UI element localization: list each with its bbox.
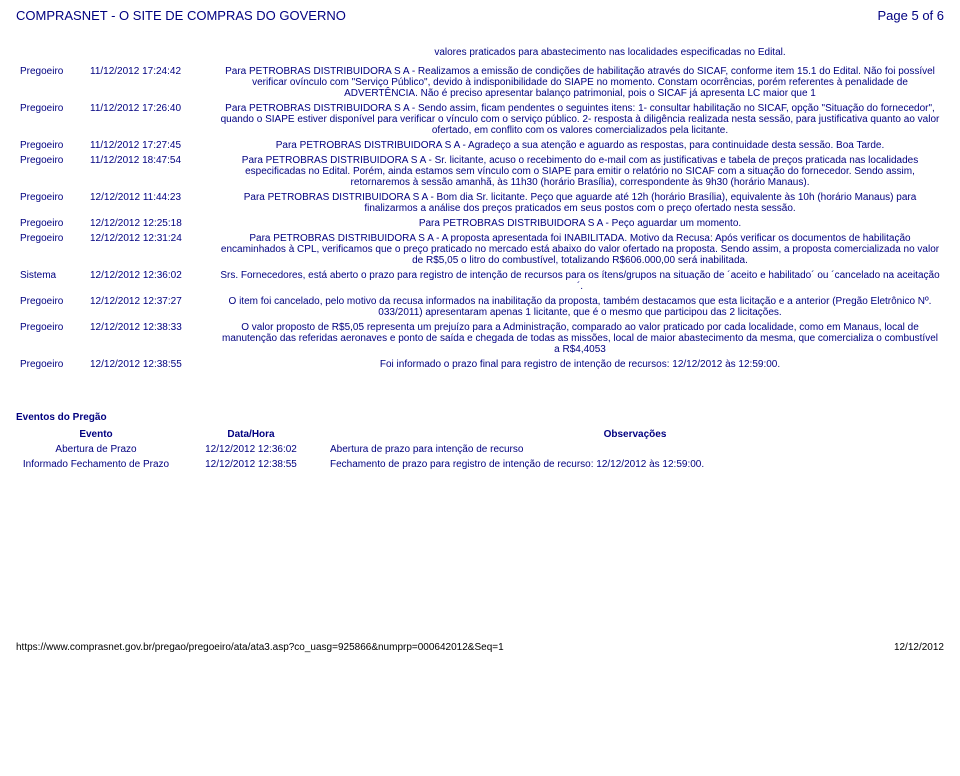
page-footer: https://www.comprasnet.gov.br/pregao/pre… bbox=[16, 642, 944, 653]
event-obs: Fechamento de prazo para registro de int… bbox=[326, 457, 944, 472]
continuation-caption: valores praticados para abastecimento na… bbox=[16, 47, 944, 58]
message-row: Pregoeiro12/12/2012 12:25:18Para PETROBR… bbox=[16, 216, 944, 231]
message-source: Pregoeiro bbox=[16, 294, 86, 320]
message-source: Pregoeiro bbox=[16, 153, 86, 190]
message-text: O valor proposto de R$5,05 representa um… bbox=[216, 320, 944, 357]
page-indicator: Page 5 of 6 bbox=[878, 8, 945, 23]
footer-date: 12/12/2012 bbox=[894, 642, 944, 653]
event-datetime: 12/12/2012 12:38:55 bbox=[176, 457, 326, 472]
message-text: O item foi cancelado, pelo motivo da rec… bbox=[216, 294, 944, 320]
message-text: Para PETROBRAS DISTRIBUIDORA S A - Reali… bbox=[216, 64, 944, 101]
message-row: Pregoeiro11/12/2012 17:26:40Para PETROBR… bbox=[16, 101, 944, 138]
events-title: Eventos do Pregão bbox=[16, 412, 944, 423]
message-row: Pregoeiro12/12/2012 12:38:55Foi informad… bbox=[16, 357, 944, 372]
message-text: Para PETROBRAS DISTRIBUIDORA S A - Bom d… bbox=[216, 190, 944, 216]
message-text: Srs. Fornecedores, está aberto o prazo p… bbox=[216, 268, 944, 294]
message-source: Pregoeiro bbox=[16, 231, 86, 268]
message-source: Pregoeiro bbox=[16, 216, 86, 231]
message-text: Para PETROBRAS DISTRIBUIDORA S A - Sr. l… bbox=[216, 153, 944, 190]
message-row: Pregoeiro12/12/2012 12:31:24Para PETROBR… bbox=[16, 231, 944, 268]
message-row: Pregoeiro12/12/2012 11:44:23Para PETROBR… bbox=[16, 190, 944, 216]
message-time: 12/12/2012 12:37:27 bbox=[86, 294, 216, 320]
message-row: Pregoeiro11/12/2012 18:47:54Para PETROBR… bbox=[16, 153, 944, 190]
message-text: Para PETROBRAS DISTRIBUIDORA S A - Sendo… bbox=[216, 101, 944, 138]
message-source: Pregoeiro bbox=[16, 64, 86, 101]
message-text: Para PETROBRAS DISTRIBUIDORA S A - A pro… bbox=[216, 231, 944, 268]
message-time: 11/12/2012 17:26:40 bbox=[86, 101, 216, 138]
message-time: 12/12/2012 12:36:02 bbox=[86, 268, 216, 294]
message-time: 12/12/2012 12:38:55 bbox=[86, 357, 216, 372]
events-header-obs: Observações bbox=[326, 427, 944, 442]
message-text: Para PETROBRAS DISTRIBUIDORA S A - Agrad… bbox=[216, 138, 944, 153]
events-header-row: Evento Data/Hora Observações bbox=[16, 427, 944, 442]
message-text: Foi informado o prazo final para registr… bbox=[216, 357, 944, 372]
footer-url: https://www.comprasnet.gov.br/pregao/pre… bbox=[16, 642, 504, 653]
event-row: Abertura de Prazo12/12/2012 12:36:02Aber… bbox=[16, 442, 944, 457]
site-title: COMPRASNET - O SITE DE COMPRAS DO GOVERN… bbox=[16, 8, 346, 23]
events-table: Evento Data/Hora Observações Abertura de… bbox=[16, 427, 944, 472]
message-text: Para PETROBRAS DISTRIBUIDORA S A - Peço … bbox=[216, 216, 944, 231]
message-time: 12/12/2012 11:44:23 bbox=[86, 190, 216, 216]
message-time: 11/12/2012 18:47:54 bbox=[86, 153, 216, 190]
message-row: Sistema12/12/2012 12:36:02Srs. Fornecedo… bbox=[16, 268, 944, 294]
message-source: Pregoeiro bbox=[16, 357, 86, 372]
event-datetime: 12/12/2012 12:36:02 bbox=[176, 442, 326, 457]
message-time: 12/12/2012 12:25:18 bbox=[86, 216, 216, 231]
event-row: Informado Fechamento de Prazo12/12/2012 … bbox=[16, 457, 944, 472]
message-row: Pregoeiro11/12/2012 17:27:45Para PETROBR… bbox=[16, 138, 944, 153]
message-source: Pregoeiro bbox=[16, 101, 86, 138]
message-time: 12/12/2012 12:31:24 bbox=[86, 231, 216, 268]
events-section: Eventos do Pregão Evento Data/Hora Obser… bbox=[16, 412, 944, 472]
message-source: Pregoeiro bbox=[16, 190, 86, 216]
events-header-datetime: Data/Hora bbox=[176, 427, 326, 442]
message-row: Pregoeiro12/12/2012 12:38:33O valor prop… bbox=[16, 320, 944, 357]
messages-table: Pregoeiro11/12/2012 17:24:42Para PETROBR… bbox=[16, 64, 944, 372]
message-row: Pregoeiro12/12/2012 12:37:27O item foi c… bbox=[16, 294, 944, 320]
event-name: Informado Fechamento de Prazo bbox=[16, 457, 176, 472]
page-header: COMPRASNET - O SITE DE COMPRAS DO GOVERN… bbox=[16, 8, 944, 23]
message-time: 11/12/2012 17:27:45 bbox=[86, 138, 216, 153]
message-source: Pregoeiro bbox=[16, 320, 86, 357]
message-time: 11/12/2012 17:24:42 bbox=[86, 64, 216, 101]
message-source: Sistema bbox=[16, 268, 86, 294]
message-time: 12/12/2012 12:38:33 bbox=[86, 320, 216, 357]
message-source: Pregoeiro bbox=[16, 138, 86, 153]
message-row: Pregoeiro11/12/2012 17:24:42Para PETROBR… bbox=[16, 64, 944, 101]
event-obs: Abertura de prazo para intenção de recur… bbox=[326, 442, 944, 457]
events-header-event: Evento bbox=[16, 427, 176, 442]
event-name: Abertura de Prazo bbox=[16, 442, 176, 457]
